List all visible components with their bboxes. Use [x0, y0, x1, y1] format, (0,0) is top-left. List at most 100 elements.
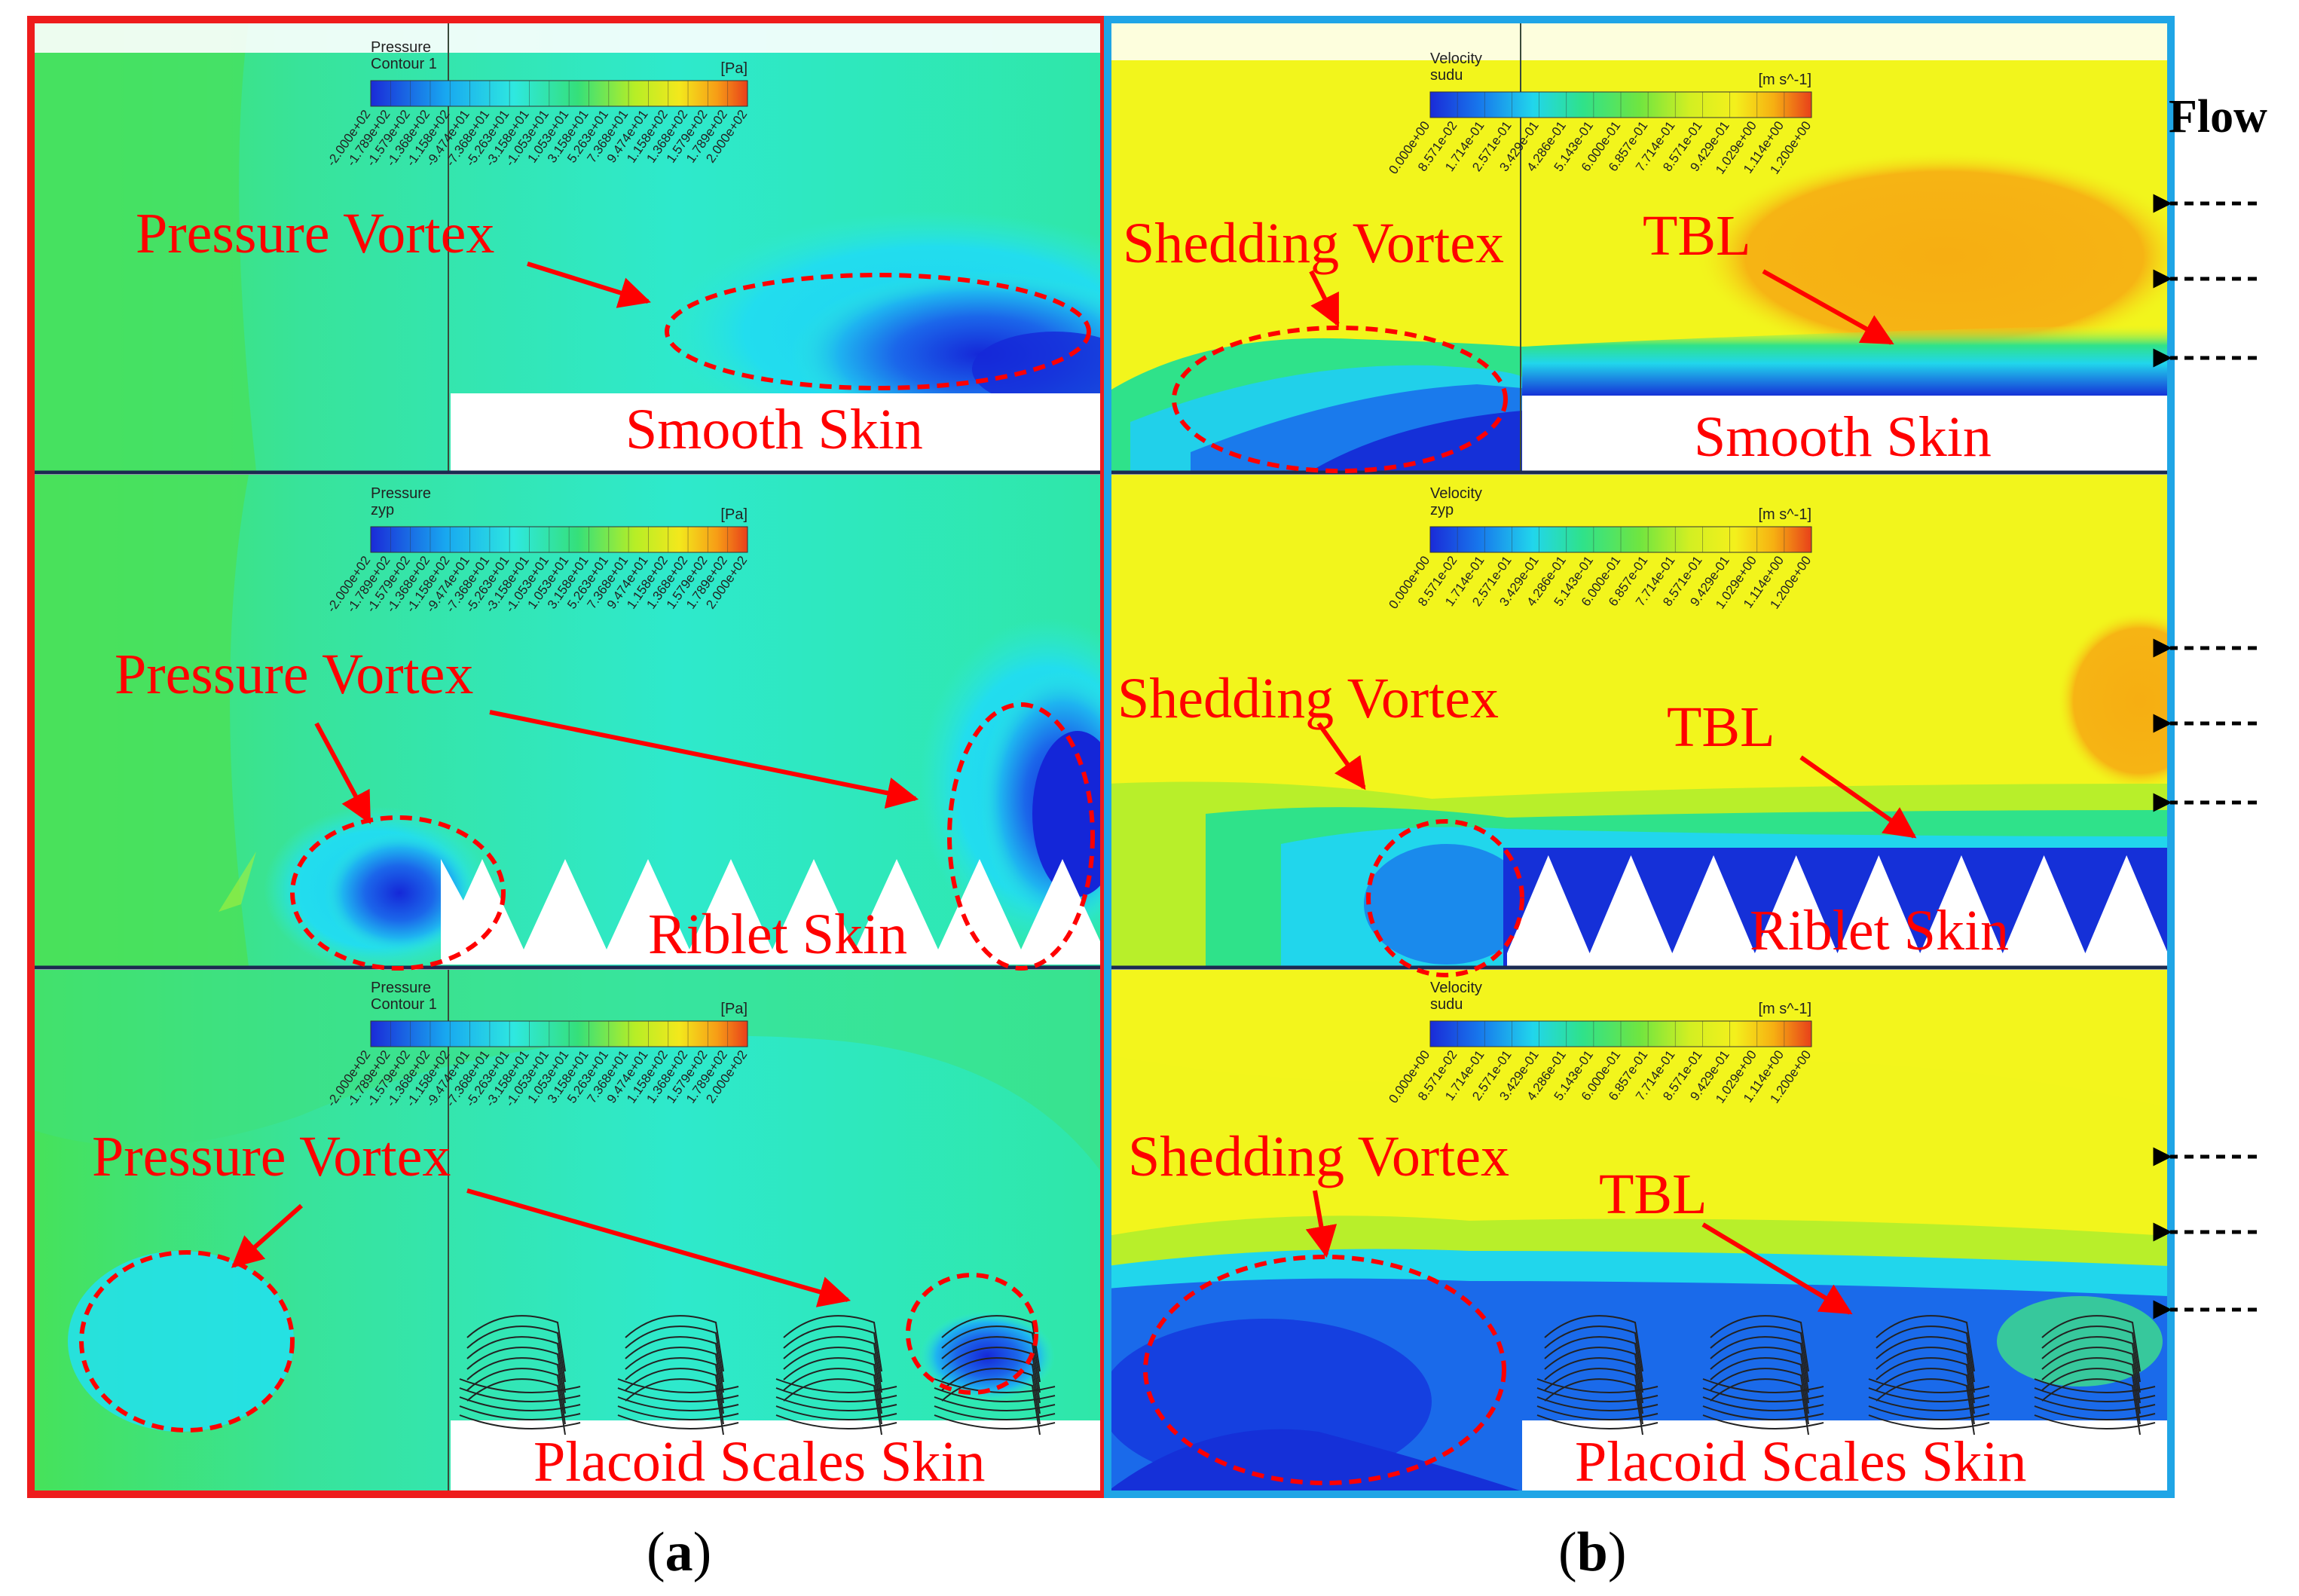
caption-a: (a): [647, 1521, 712, 1583]
legend-title: Pressure: [371, 39, 431, 56]
scale-outline: [2034, 1378, 2156, 1393]
skin-label: Riblet Skin: [1750, 899, 2009, 962]
scale-outline: [617, 1378, 739, 1393]
skin-label: Placoid Scales Skin: [533, 1430, 986, 1494]
scale-outline: [1868, 1378, 1990, 1393]
annotation-label: TBL: [1599, 1163, 1707, 1226]
scale-outline: [941, 1325, 1041, 1383]
annotation-label: TBL: [1667, 696, 1775, 759]
legend-subtitle: sudu: [1430, 67, 1463, 84]
scale-outline: [1544, 1315, 1643, 1372]
scale-outline: [1702, 1405, 1824, 1420]
scale-outline: [1702, 1414, 1824, 1429]
annotation-arrow: [527, 261, 652, 308]
annotation-label: Pressure Vortex: [136, 202, 494, 265]
scale-outline: [2041, 1315, 2141, 1372]
annotation-arrow: [1309, 270, 1340, 327]
legend-title: Pressure: [371, 980, 431, 996]
scale-outline: [1710, 1347, 1809, 1404]
scale-outline: [1536, 1396, 1659, 1411]
scale-outline: [1710, 1368, 1809, 1425]
vortex-outline: [665, 273, 1091, 390]
annotation-label: Shedding Vortex: [1117, 667, 1499, 730]
annotation-arrow: [1305, 1190, 1338, 1258]
annotation-label: Pressure Vortex: [115, 643, 473, 706]
scale-outline: [1868, 1414, 1990, 1429]
scale-outline: [459, 1405, 581, 1420]
scale-outline: [1710, 1325, 1809, 1383]
scale-outline: [775, 1405, 897, 1420]
scale-outline: [625, 1336, 724, 1393]
panel-a2-field: [34, 475, 1104, 966]
annotation-arrow: [314, 722, 371, 824]
scale-outline: [459, 1387, 581, 1402]
scale-outline: [466, 1357, 566, 1414]
scale-outline: [1710, 1357, 1809, 1414]
scale-outline: [2041, 1357, 2141, 1414]
scale-outline: [2034, 1414, 2156, 1429]
scale-outline: [934, 1387, 1056, 1402]
scale-outline: [1868, 1396, 1990, 1411]
skin-label: Smooth Skin: [1694, 405, 1992, 469]
legend-unit: [Pa]: [720, 506, 747, 523]
legend-title: Pressure: [371, 485, 431, 502]
scale-outline: [459, 1414, 581, 1429]
scale-outline: [625, 1315, 724, 1372]
scale-outline: [625, 1357, 724, 1414]
scale-outline: [617, 1387, 739, 1402]
scale-outline: [1536, 1405, 1659, 1420]
scale-outline: [775, 1396, 897, 1411]
annotation-arrow: [1316, 722, 1366, 790]
scale-outline: [2041, 1368, 2141, 1425]
vortex-outline: [1172, 326, 1508, 473]
scale-outline: [1710, 1336, 1809, 1393]
scale-outline: [1710, 1315, 1809, 1372]
scale-outline: [1536, 1387, 1659, 1402]
legend-subtitle: sudu: [1430, 996, 1463, 1013]
scale-outline: [1876, 1357, 1975, 1414]
panel-b2-field: [1108, 475, 2168, 966]
scale-outline: [783, 1336, 882, 1393]
scale-outline: [2034, 1387, 2156, 1402]
scale-outline: [1702, 1378, 1824, 1393]
panel-b-border: [1104, 16, 2175, 1498]
legend-subtitle: zyp: [1430, 502, 1454, 518]
legend-title: Velocity: [1430, 980, 1482, 996]
legend-unit: [m s^-1]: [1759, 1001, 1812, 1017]
scale-outline: [1868, 1405, 1990, 1420]
scale-outline: [1536, 1378, 1659, 1393]
annotation-arrow: [466, 1188, 851, 1307]
legend-subtitle: Contour 1: [371, 56, 437, 72]
legend-subtitle: Contour 1: [371, 996, 437, 1013]
scale-outline: [1702, 1396, 1824, 1411]
scale-outline: [617, 1414, 739, 1429]
scale-outline: [941, 1336, 1041, 1393]
scale-outline: [2041, 1325, 2141, 1383]
scale-outline: [466, 1347, 566, 1404]
scale-outline: [1876, 1325, 1975, 1383]
scale-outline: [775, 1414, 897, 1429]
scale-outline: [625, 1325, 724, 1383]
legend-unit: [m s^-1]: [1759, 506, 1812, 523]
scale-outline: [2041, 1347, 2141, 1404]
annotation-arrow: [231, 1203, 303, 1268]
scale-outline: [783, 1325, 882, 1383]
scale-outline: [1544, 1347, 1643, 1404]
scale-outline: [625, 1347, 724, 1404]
scale-outline: [625, 1368, 724, 1425]
scale-outline: [1536, 1414, 1659, 1429]
scale-outline: [459, 1396, 581, 1411]
skin-label: Smooth Skin: [625, 398, 923, 461]
scale-outline: [934, 1405, 1056, 1420]
legend-colorbar: [370, 80, 748, 107]
annotation-label: Pressure Vortex: [92, 1125, 451, 1188]
scale-outline: [783, 1368, 882, 1425]
scale-outline: [466, 1368, 566, 1425]
scale-outline: [1876, 1336, 1975, 1393]
scale-outline: [466, 1325, 566, 1383]
skin-label: Placoid Scales Skin: [1575, 1430, 2027, 1494]
annotation-arrow: [489, 710, 919, 809]
legend-unit: [Pa]: [720, 60, 747, 77]
